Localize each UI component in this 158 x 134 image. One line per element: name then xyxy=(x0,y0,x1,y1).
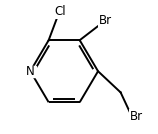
Text: N: N xyxy=(26,65,35,78)
Polygon shape xyxy=(25,66,36,77)
Text: Br: Br xyxy=(99,14,112,27)
Text: Br: Br xyxy=(130,110,143,123)
Text: Cl: Cl xyxy=(54,5,66,18)
